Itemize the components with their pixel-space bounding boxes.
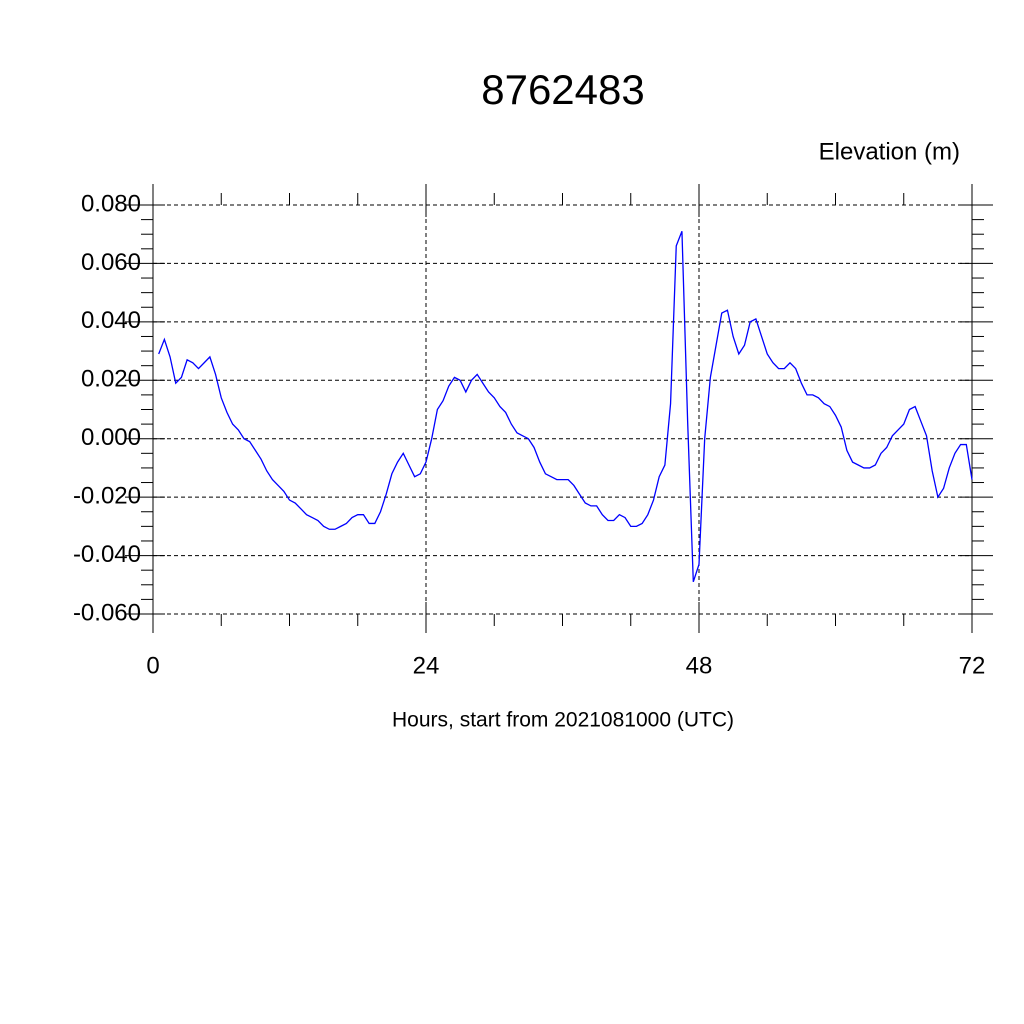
data-line bbox=[158, 231, 973, 583]
x-tick-label: 0 bbox=[146, 652, 159, 679]
y-tick-label: -0.060 bbox=[73, 599, 141, 626]
chart-title: 8762483 bbox=[481, 66, 645, 113]
y-tick-label: 0.000 bbox=[81, 424, 141, 451]
x-tick-label: 72 bbox=[959, 652, 986, 679]
x-axis-label: Hours, start from 2021081000 (UTC) bbox=[392, 709, 734, 732]
x-tick-label: 48 bbox=[686, 652, 713, 679]
y-tick-label: 0.060 bbox=[81, 249, 141, 276]
y-tick-label: -0.020 bbox=[73, 482, 141, 509]
y-axis-label: Elevation (m) bbox=[819, 138, 960, 165]
x-tick-label: 24 bbox=[413, 652, 440, 679]
y-tick-label: 0.020 bbox=[81, 366, 141, 393]
y-tick-label: 0.040 bbox=[81, 307, 141, 334]
y-tick-label: 0.080 bbox=[81, 190, 141, 217]
y-tick-label: -0.040 bbox=[73, 541, 141, 568]
